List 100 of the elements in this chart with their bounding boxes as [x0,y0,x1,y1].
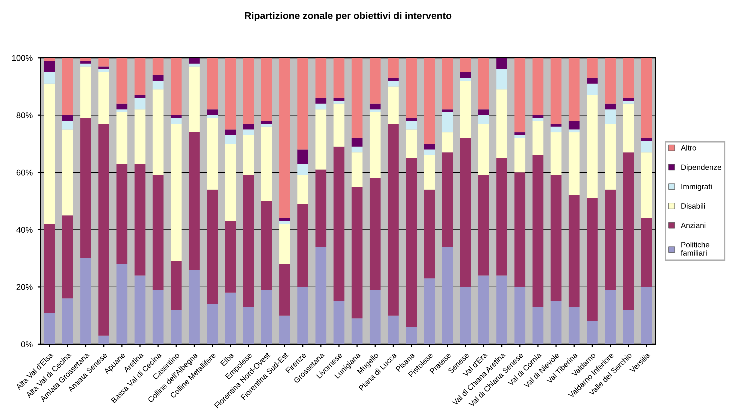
bar [152,90,164,176]
bar [80,60,92,64]
bar [280,264,290,316]
bar [605,110,616,124]
bar [207,304,218,344]
bar [170,58,182,116]
bar [641,58,652,138]
bar [406,130,418,158]
bar [334,58,345,98]
bar [388,78,399,82]
bar [170,118,182,124]
bar [225,130,236,136]
bar [80,66,92,118]
bar [316,110,327,170]
bar [225,144,236,222]
bar [189,132,200,270]
bar [62,130,74,216]
y-tick-label: 100% [12,55,33,62]
bar [424,144,436,150]
bar [261,121,272,124]
bar [550,58,562,124]
bar [568,196,580,308]
bar [116,112,128,164]
bar [514,58,526,133]
bar [442,152,454,248]
bar [496,58,508,70]
bar [334,302,345,344]
bar [514,132,526,136]
bar [298,150,308,164]
bar [98,336,110,344]
bar [587,58,598,78]
bar [550,132,562,176]
bar [605,124,616,190]
bar [44,312,56,344]
bar [424,58,436,144]
bar [298,58,308,150]
y-tick-label: 80% [16,112,33,118]
bar [116,110,128,113]
bar [62,298,74,344]
bar [478,276,490,344]
bar [550,302,562,344]
bar [152,290,164,344]
bar [334,146,345,302]
bar [406,121,418,130]
bar [98,58,110,67]
bar [532,121,544,156]
bar [207,118,218,190]
bar [207,190,218,304]
bar [352,318,363,344]
bar [406,118,418,122]
bar [587,84,598,96]
bar [623,101,634,104]
bar [424,155,436,190]
bar [62,58,74,116]
bar [62,121,74,130]
bar [406,58,418,118]
bar [605,290,616,344]
bar [62,115,74,122]
bar [406,158,418,328]
bar [478,58,490,110]
bar [370,290,381,344]
bar [316,104,327,110]
bar [280,224,290,264]
bar [623,104,634,153]
bar [170,310,182,344]
bar [388,86,399,124]
bar [298,164,308,176]
bar [261,290,272,344]
bar [280,316,290,344]
bar [170,261,182,310]
bar [478,124,490,176]
bar [478,115,490,124]
bar [460,78,472,82]
bar [62,216,74,299]
bar [316,247,327,344]
bar [134,58,146,96]
bar [532,58,544,116]
bar [98,72,110,124]
bar [460,287,472,344]
bar [243,135,254,176]
bar [207,110,218,116]
bar [44,84,56,224]
bar [568,307,580,344]
bar [116,164,128,264]
bar [116,58,128,104]
y-tick-label: 60% [16,170,33,176]
bar [605,190,616,290]
bar [370,110,381,113]
bar [406,327,418,344]
bar [316,98,327,104]
bar [152,58,164,76]
bar [550,176,562,302]
bar [424,190,436,279]
bar [352,146,363,153]
bar [532,118,544,122]
bar [44,60,56,72]
chart-title: Ripartizione zonale per obiettivi di intervento [245,12,452,22]
bar [116,104,128,110]
bar [261,201,272,290]
bar [424,278,436,344]
